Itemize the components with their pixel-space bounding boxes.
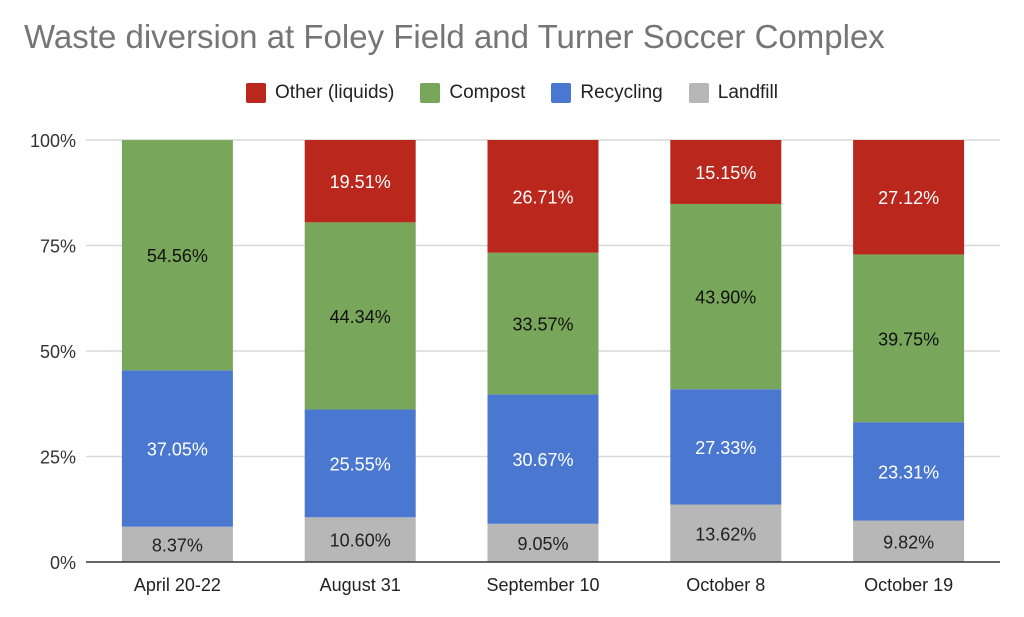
bar-segment-compost xyxy=(487,252,599,395)
bar-segment-landfill xyxy=(487,523,599,562)
bar-segment-landfill xyxy=(304,517,416,562)
legend-swatch xyxy=(688,83,709,103)
data-label: 25.55% xyxy=(330,454,391,474)
x-tick-label: August 31 xyxy=(320,575,401,595)
bar-segment-compost xyxy=(670,203,782,390)
data-label: 26.71% xyxy=(512,187,573,207)
legend-label: Recycling xyxy=(580,82,663,103)
bar-segment-other-liquids xyxy=(304,140,416,223)
data-label: 9.82% xyxy=(883,532,934,552)
data-label: 19.51% xyxy=(330,172,391,192)
bar-segment-compost xyxy=(121,140,233,371)
data-label: 27.12% xyxy=(878,188,939,208)
legend-item: Other (liquids) xyxy=(246,82,394,104)
legend-label: Compost xyxy=(449,82,526,103)
bar-segment-recycling xyxy=(853,422,965,521)
data-label: 27.33% xyxy=(695,438,756,458)
legend-item: Compost xyxy=(420,82,525,104)
x-tick-label: October 19 xyxy=(864,575,953,595)
data-label: 23.31% xyxy=(878,462,939,482)
data-label: 13.62% xyxy=(695,524,756,544)
data-label: 39.75% xyxy=(878,329,939,349)
y-tick-label: 50% xyxy=(40,342,76,362)
data-label: 10.60% xyxy=(330,531,391,551)
legend-swatch xyxy=(551,83,572,103)
data-label: 9.05% xyxy=(517,534,568,554)
y-tick-label: 75% xyxy=(40,237,76,257)
bar-segment-landfill xyxy=(121,526,233,562)
data-label: 30.67% xyxy=(512,450,573,470)
bar-segment-recycling xyxy=(121,370,233,527)
bar-segment-other-liquids xyxy=(853,140,965,255)
x-tick-label: September 10 xyxy=(486,575,599,595)
bar-segment-compost xyxy=(304,222,416,410)
y-tick-label: 100% xyxy=(30,131,76,151)
bar-segment-recycling xyxy=(670,389,782,505)
x-tick-label: October 8 xyxy=(686,575,765,595)
legend-swatch xyxy=(246,83,267,103)
data-label: 43.90% xyxy=(695,288,756,308)
bar-segment-recycling xyxy=(487,394,599,524)
data-label: 54.56% xyxy=(147,246,208,266)
bar-segment-landfill xyxy=(853,520,965,562)
legend-swatch xyxy=(420,83,441,103)
y-tick-label: 25% xyxy=(40,448,76,468)
legend: Other (liquids) Compost Recycling Landfill xyxy=(0,82,1024,104)
legend-item: Recycling xyxy=(551,82,663,104)
bar-segment-compost xyxy=(853,254,965,423)
bar-segment-landfill xyxy=(670,504,782,562)
legend-label: Landfill xyxy=(717,82,778,103)
bar-segment-other-liquids xyxy=(670,140,782,204)
legend-label: Other (liquids) xyxy=(275,82,395,103)
data-label: 8.37% xyxy=(152,535,203,555)
y-tick-label: 0% xyxy=(50,553,76,573)
bar-segment-other-liquids xyxy=(487,140,599,253)
data-label: 37.05% xyxy=(147,440,208,460)
data-label: 44.34% xyxy=(330,307,391,327)
chart-title: Waste diversion at Foley Field and Turne… xyxy=(24,18,885,55)
legend-item: Landfill xyxy=(688,82,778,104)
bar-segment-recycling xyxy=(304,409,416,518)
x-tick-label: April 20-22 xyxy=(134,575,221,595)
data-label: 33.57% xyxy=(512,315,573,335)
data-label: 15.15% xyxy=(695,163,756,183)
